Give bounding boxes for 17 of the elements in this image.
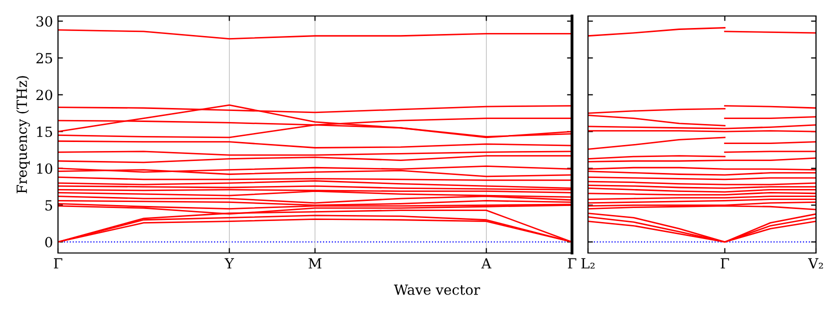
- y-tick-label: 30: [36, 16, 52, 27]
- y-tick-label: 25: [36, 52, 52, 64]
- y-tick-label: 20: [36, 90, 52, 100]
- x-tick-label: Y: [224, 258, 234, 268]
- y-tick-label: 15: [37, 126, 52, 138]
- y-tick-label: 0: [45, 236, 52, 248]
- x-axis-title: Wave vector: [394, 284, 480, 295]
- x-tick-label: Γ: [720, 258, 730, 268]
- y-axis-title: Frequency (THz): [16, 76, 30, 194]
- x-tick-label: L₂: [581, 258, 595, 268]
- y-tick-label: 10: [37, 163, 52, 174]
- x-tick-label: V₂: [808, 258, 823, 268]
- x-tick-label: A: [481, 258, 492, 268]
- x-tick-label: Γ: [568, 258, 576, 268]
- y-tick-label: 5: [45, 200, 52, 211]
- x-tick-label: Γ: [54, 258, 62, 268]
- x-tick-label: M: [308, 258, 322, 268]
